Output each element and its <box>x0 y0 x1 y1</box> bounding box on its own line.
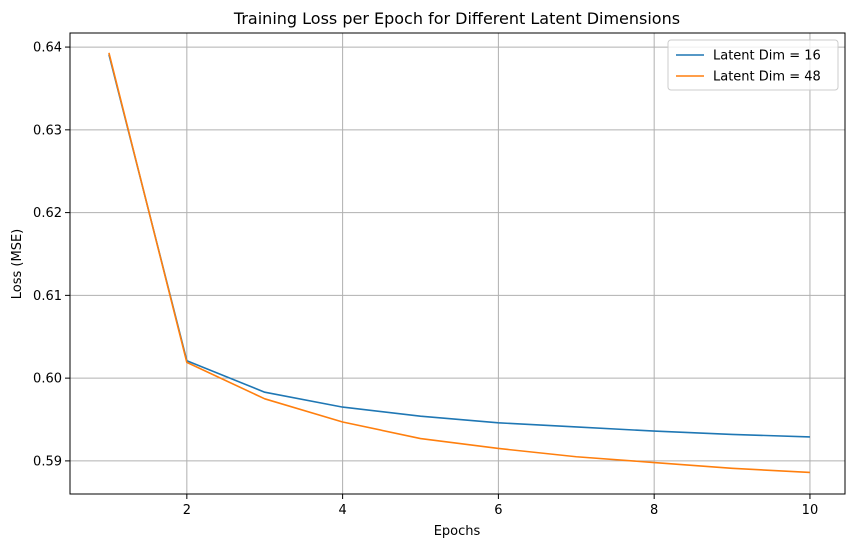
chart-title: Training Loss per Epoch for Different La… <box>233 9 680 28</box>
series-lines <box>108 52 810 474</box>
x-axis-label: Epochs <box>434 524 481 539</box>
x-tick-label: 8 <box>650 503 658 518</box>
legend-label: Latent Dim = 48 <box>713 70 821 85</box>
x-tick-label: 10 <box>802 503 819 518</box>
series-line-1 <box>108 54 810 438</box>
legend-box <box>667 39 839 91</box>
x-tick-label: 4 <box>338 503 346 518</box>
x-tick-label: 6 <box>494 503 502 518</box>
x-axis: 2 4 6 8 10 <box>183 494 819 518</box>
y-tick-label: 0.64 <box>33 41 62 56</box>
grid <box>70 33 845 494</box>
y-tick-label: 0.62 <box>33 206 62 221</box>
y-tick-label: 0.61 <box>33 289 62 304</box>
y-tick-label: 0.63 <box>33 123 62 138</box>
plot-frame <box>69 32 846 495</box>
series-line-2 <box>108 52 810 474</box>
y-axis-label: Loss (MSE) <box>10 229 25 299</box>
legend-label: Latent Dim = 16 <box>713 49 821 64</box>
y-tick-label: 0.60 <box>33 372 62 387</box>
y-axis: 0.59 0.60 0.61 0.62 0.63 0.64 <box>33 41 70 469</box>
y-tick-label: 0.59 <box>33 454 62 469</box>
x-tick-label: 2 <box>183 503 191 518</box>
legend: Latent Dim = 16 Latent Dim = 48 <box>667 39 839 91</box>
